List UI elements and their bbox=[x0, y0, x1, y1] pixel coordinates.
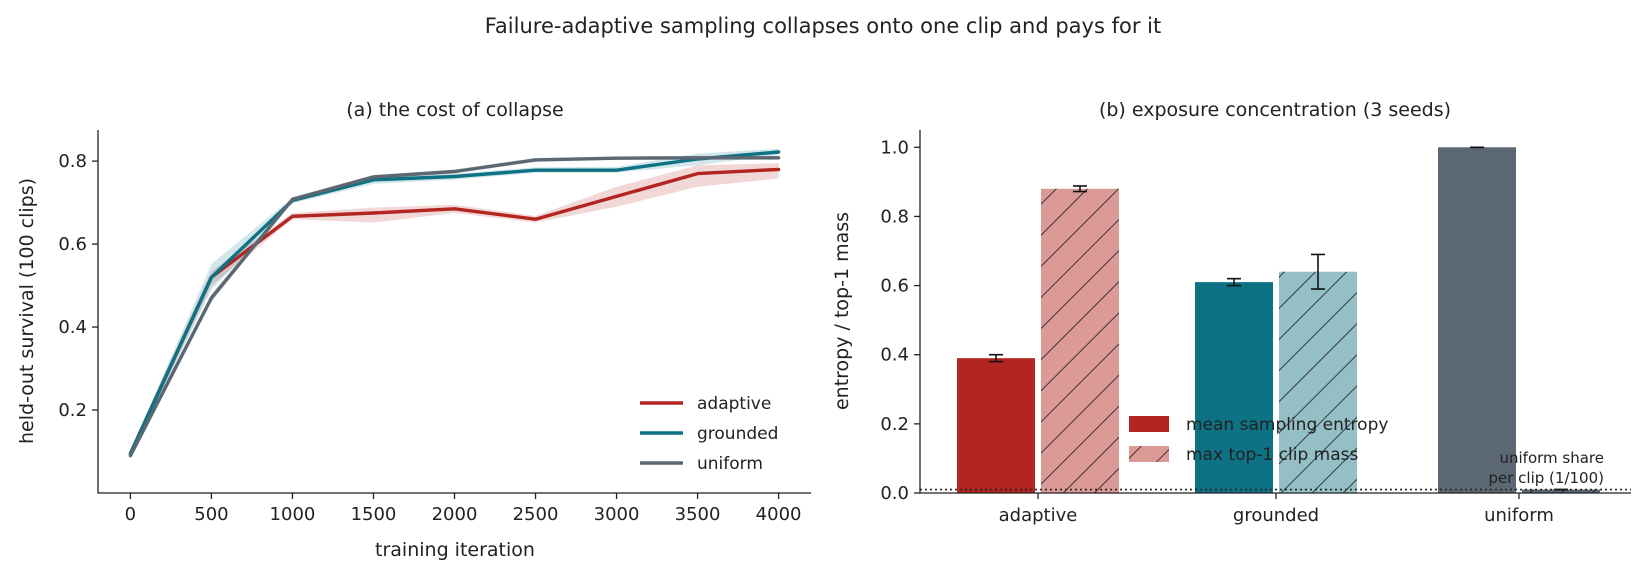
legend-label-adaptive: adaptive bbox=[697, 394, 771, 414]
panel-a-x-axis-label: training iteration bbox=[375, 539, 535, 561]
bar-adaptive-mean-sampling-entropy bbox=[957, 358, 1035, 493]
y-tick-label-0: 0.0 bbox=[880, 483, 909, 504]
band-uniform bbox=[130, 155, 779, 458]
reference-label-line1: uniform share bbox=[1499, 449, 1604, 467]
x-tick-label-500: 500 bbox=[194, 504, 228, 525]
x-tick-label-1500: 1500 bbox=[351, 504, 397, 525]
legend-label-max-top-1-clip-mass: max top-1 clip mass bbox=[1186, 445, 1358, 465]
panel-a-confidence-bands bbox=[130, 148, 779, 458]
x-tick-label-3000: 3000 bbox=[594, 504, 640, 525]
bar-hatch-uniform-max-top-1-clip-mass bbox=[1522, 489, 1600, 493]
y-tick-label-0.6: 0.6 bbox=[58, 234, 87, 255]
panel-a-x-ticks: 0 500 1000 1500 2000 2500 3000 3500 4000 bbox=[125, 493, 802, 525]
legend-swatch-hatch-max-top-1-clip-mass bbox=[1129, 446, 1169, 462]
panel-a-lines bbox=[128, 150, 781, 458]
y-tick-label-1: 1.0 bbox=[880, 137, 909, 158]
x-tick-label-3500: 3500 bbox=[675, 504, 721, 525]
y-tick-label-0.2: 0.2 bbox=[58, 400, 87, 421]
y-tick-label-0.6: 0.6 bbox=[880, 276, 909, 297]
bar-grounded-mean-sampling-entropy bbox=[1195, 282, 1273, 493]
reference-label-line2: per clip (1/100) bbox=[1489, 469, 1605, 487]
panel-a-axes bbox=[97, 130, 811, 494]
bar-hatch-grounded-max-top-1-clip-mass bbox=[1279, 271, 1357, 493]
line-grounded bbox=[128, 150, 781, 456]
y-tick-label-0.8: 0.8 bbox=[58, 151, 87, 172]
legend-label-grounded: grounded bbox=[697, 424, 778, 444]
x-tick-label-1000: 1000 bbox=[270, 504, 316, 525]
figure-suptitle: Failure-adaptive sampling collapses onto… bbox=[485, 14, 1161, 38]
panel-a-title: (a) the cost of collapse bbox=[346, 99, 563, 121]
panel-a: (a) the cost of collapse 0 500 1000 1500 200… bbox=[16, 99, 811, 561]
line-adaptive bbox=[128, 167, 781, 456]
panel-b: (b) exposure concentration (3 seeds) uni… bbox=[831, 99, 1631, 526]
panel-b-reference: uniform share per clip (1/100) bbox=[920, 449, 1631, 491]
y-tick-label-0.4: 0.4 bbox=[880, 345, 909, 366]
y-tick-label-0.2: 0.2 bbox=[880, 414, 909, 435]
panel-b-y-axis-label: entropy / top-1 mass bbox=[831, 212, 853, 410]
x-tick-label-2500: 2500 bbox=[513, 504, 559, 525]
x-tick-label-uniform: uniform bbox=[1484, 505, 1554, 526]
panel-b-y-ticks: 0.0 0.2 0.4 0.6 0.8 1.0 bbox=[880, 137, 920, 504]
y-tick-label-0.8: 0.8 bbox=[880, 206, 909, 227]
x-tick-label-grounded: grounded bbox=[1233, 505, 1319, 526]
x-tick-label-4000: 4000 bbox=[756, 504, 802, 525]
legend-label-mean-sampling-entropy: mean sampling entropy bbox=[1186, 415, 1388, 435]
panel-b-title: (b) exposure concentration (3 seeds) bbox=[1099, 99, 1451, 121]
legend-swatch-mean-sampling-entropy bbox=[1129, 416, 1169, 432]
panel-b-bars bbox=[957, 147, 1600, 494]
legend-label-uniform: uniform bbox=[697, 454, 763, 474]
x-tick-label-adaptive: adaptive bbox=[999, 505, 1078, 526]
x-tick-label-2000: 2000 bbox=[432, 504, 478, 525]
panel-b-x-ticks: adaptive grounded uniform bbox=[999, 493, 1554, 526]
bar-uniform-mean-sampling-entropy bbox=[1438, 147, 1516, 494]
x-tick-label-0: 0 bbox=[125, 504, 136, 525]
panel-a-legend: adaptive grounded uniform bbox=[640, 394, 778, 474]
panel-b-legend: mean sampling entropy max top-1 clip mass bbox=[1129, 415, 1388, 465]
panel-a-y-ticks: 0.2 0.4 0.6 0.8 bbox=[58, 151, 98, 421]
line-uniform bbox=[128, 156, 781, 458]
y-tick-label-0.4: 0.4 bbox=[58, 317, 87, 338]
panel-a-y-axis-label: held-out survival (100 clips) bbox=[16, 178, 38, 444]
band-grounded bbox=[130, 148, 779, 457]
bar-hatch-adaptive-max-top-1-clip-mass bbox=[1041, 188, 1119, 493]
